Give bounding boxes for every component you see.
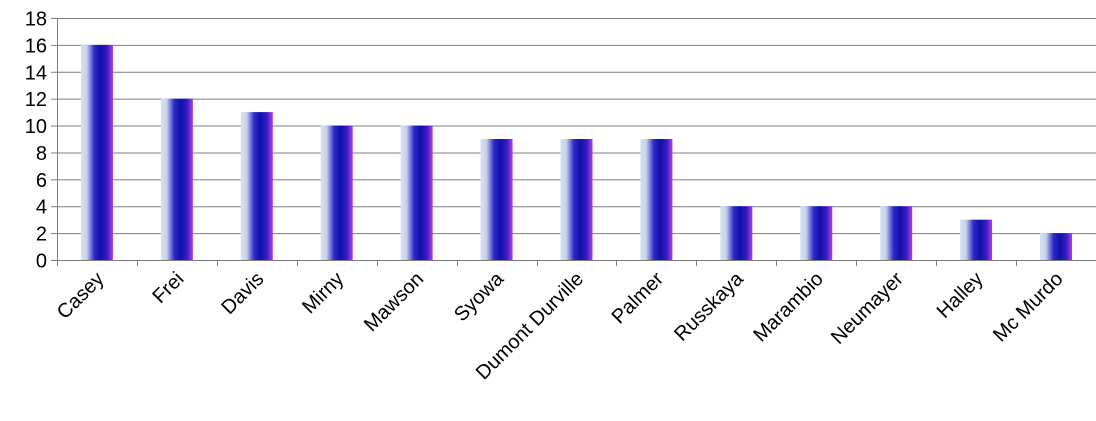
x-category-label: Russkaya: [670, 267, 748, 345]
x-category-label: Mc Murdo: [989, 268, 1067, 346]
x-category-label: Casey: [53, 268, 109, 324]
y-tick-label: 12: [25, 89, 47, 111]
y-tick-label: 16: [25, 35, 47, 57]
bar-palmer: [640, 139, 673, 260]
bar-mc-murdo: [1040, 233, 1073, 260]
bars: [80, 44, 1073, 261]
gridlines: [57, 18, 1096, 235]
x-category-label: Halley: [933, 268, 988, 323]
y-axis-ticks: 0 2 4 6 8 10 12 14 16 18: [25, 9, 57, 273]
bar-dumont-durville: [560, 139, 593, 260]
y-tick-label: 2: [36, 224, 47, 246]
y-tick-label: 6: [36, 170, 47, 192]
x-category-label: Frei: [149, 268, 189, 308]
x-category-label: Neumayer: [827, 268, 908, 349]
bar-mawson: [400, 125, 433, 260]
y-tick-label: 0: [36, 251, 47, 273]
bar-davis: [240, 112, 273, 260]
bar-mirny: [320, 125, 353, 260]
x-category-label: Palmer: [608, 268, 669, 329]
y-tick-label: 14: [25, 62, 47, 84]
x-category-label: Mirny: [298, 268, 348, 318]
y-tick-label: 18: [25, 9, 47, 31]
bar-frei: [160, 98, 193, 261]
bar-neumayer: [880, 206, 913, 260]
bar-marambio: [800, 206, 833, 260]
y-tick-label: 10: [25, 116, 47, 138]
y-tick-label: 4: [36, 197, 47, 219]
bar-russkaya: [720, 206, 753, 260]
x-category-label: Davis: [217, 268, 268, 319]
x-axis: [57, 18, 1096, 266]
bar-halley: [960, 219, 993, 260]
bar-syowa: [480, 139, 513, 260]
bar-casey: [80, 44, 113, 261]
x-category-label: Marambio: [749, 268, 827, 346]
y-tick-label: 8: [36, 143, 47, 165]
x-category-label: Mawson: [360, 268, 428, 336]
x-category-label: Syowa: [450, 267, 509, 326]
